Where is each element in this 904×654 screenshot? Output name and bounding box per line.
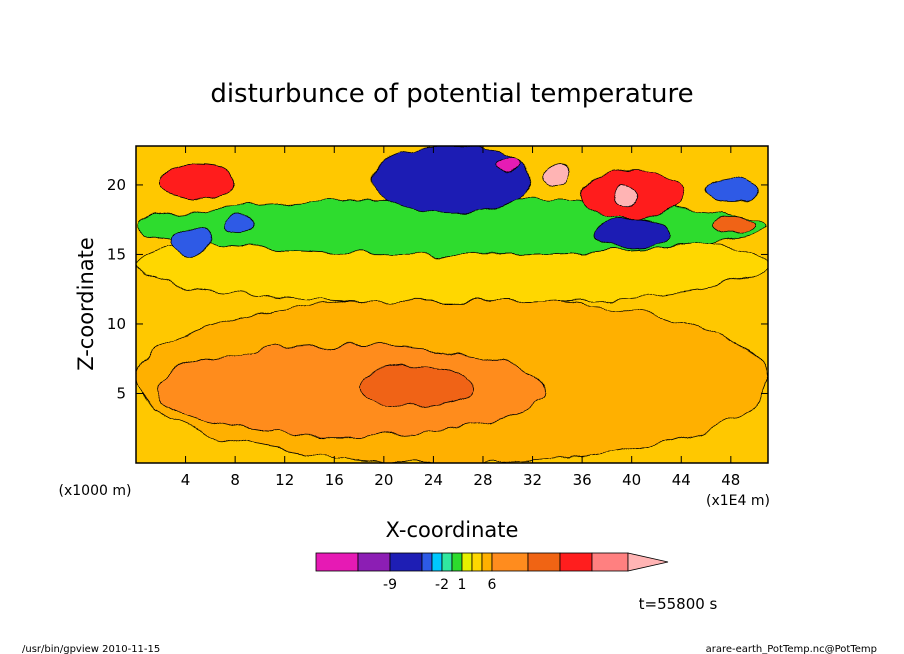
x-tick-label-12: 12: [275, 471, 294, 489]
contour-region-8: [160, 163, 236, 200]
colorbar-swatch-12: [559, 552, 593, 572]
colorbar-arrow: [627, 552, 669, 572]
x-unit-right: (x1E4 m): [706, 493, 770, 509]
contour-region-2: [154, 344, 546, 436]
x-axis-ticks: 4 8 12 16 20 24 28 32 36 40 44 48: [181, 146, 740, 489]
colorbar-swatch-6: [451, 552, 463, 572]
colorbar-swatch-8: [471, 552, 483, 572]
colorbar: [315, 552, 669, 572]
contour-region-12: [594, 219, 670, 248]
x-tick-label-36: 36: [573, 471, 592, 489]
colorbar-swatch-13: [591, 552, 629, 572]
contour-region-6: [371, 146, 533, 214]
contour-region-14: [222, 215, 255, 234]
plot-area: [136, 146, 768, 463]
colorbar-label-3: 6: [488, 577, 497, 593]
footer-right: arare-earth_PotTemp.nc@PotTemp: [706, 644, 877, 654]
x-tick-label-28: 28: [473, 471, 492, 489]
colorbar-swatch-11: [527, 552, 561, 572]
colorbar-tick-labels: -9 -2 1 6: [383, 577, 497, 593]
colorbar-label-2: 1: [458, 577, 467, 593]
time-label: t=55800 s: [639, 595, 718, 613]
x-tick-label-48: 48: [721, 471, 740, 489]
colorbar-swatch-1: [357, 552, 391, 572]
x-tick-label-4: 4: [181, 471, 191, 489]
plot-frame: [135, 145, 769, 464]
contour-region-13: [172, 226, 211, 255]
y-tick-label-15: 15: [107, 245, 126, 263]
x-unit-left: (x1000 m): [59, 483, 132, 499]
x-tick-label-32: 32: [523, 471, 542, 489]
x-axis-label: X-coordinate: [386, 518, 519, 542]
colorbar-label-1: -2: [435, 577, 449, 593]
x-tick-label-16: 16: [325, 471, 344, 489]
contour-region-7: [494, 156, 521, 172]
contour-region-16: [711, 215, 757, 234]
contour-field: [136, 146, 768, 463]
colorbar-swatch-9: [481, 552, 493, 572]
x-tick-label-40: 40: [622, 471, 641, 489]
colorbar-swatch-2: [389, 552, 423, 572]
contour-region-15: [705, 177, 757, 203]
colorbar-swatch-5: [441, 552, 453, 572]
contour-region-11: [612, 184, 639, 207]
x-tick-label-24: 24: [424, 471, 443, 489]
y-axis-label: Z-coordinate: [74, 237, 98, 371]
y-tick-label-10: 10: [107, 315, 126, 333]
y-tick-label-20: 20: [107, 176, 126, 194]
x-tick-label-44: 44: [672, 471, 691, 489]
x-tick-label-8: 8: [230, 471, 240, 489]
chart-title: disturbunce of potential temperature: [210, 79, 693, 109]
colorbar-swatch-7: [461, 552, 473, 572]
contour-region-3: [358, 365, 471, 408]
x-tick-label-20: 20: [374, 471, 393, 489]
colorbar-swatch-10: [491, 552, 529, 572]
y-axis-ticks: 5 10 15 20: [107, 176, 768, 402]
colorbar-swatch-0: [315, 552, 359, 572]
contour-region-10: [544, 163, 571, 186]
colorbar-swatch-4: [431, 552, 443, 572]
footer-left: /usr/bin/gpview 2010-11-15: [22, 644, 160, 654]
y-tick-label-5: 5: [116, 384, 126, 402]
colorbar-swatch-3: [421, 552, 433, 572]
colorbar-label-0: -9: [383, 577, 397, 593]
